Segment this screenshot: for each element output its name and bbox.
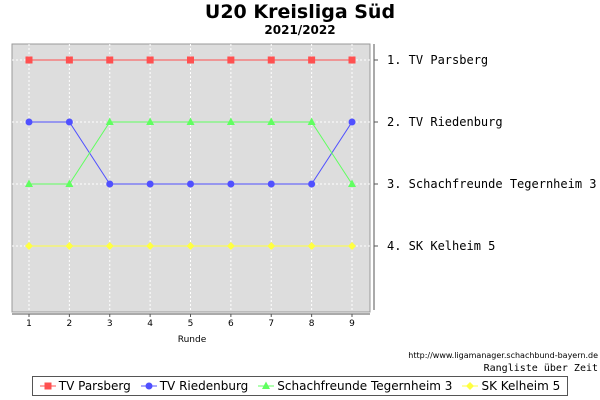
y-tick-label: 3. Schachfreunde Tegernheim 3 (387, 177, 597, 191)
data-point (308, 56, 316, 64)
data-point (146, 242, 155, 250)
data-point (65, 179, 74, 187)
data-point (25, 56, 33, 64)
data-point (25, 179, 33, 187)
data-point (348, 118, 356, 126)
data-point (106, 180, 114, 188)
data-point (65, 118, 73, 126)
y-tick-label: 4. SK Kelheim 5 (387, 239, 495, 253)
x-tick-label: 4 (147, 319, 153, 329)
legend-item: SK Kelheim 5 (462, 379, 560, 393)
data-point (307, 242, 316, 250)
data-point (307, 117, 316, 125)
data-point (65, 56, 73, 64)
data-point (187, 56, 194, 64)
legend-label: SK Kelheim 5 (481, 379, 561, 393)
data-point (348, 56, 356, 64)
data-point (105, 242, 114, 250)
data-point (348, 179, 356, 187)
legend-item: Schachfreunde Tegernheim 3 (258, 379, 452, 393)
x-tick-label: 9 (349, 319, 355, 329)
legend-item: TV Parsberg (39, 379, 131, 393)
data-point (186, 242, 195, 250)
chart-caption: Rangliste über Zeit (483, 363, 598, 374)
chart-subtitle: 2021/2022 (264, 23, 336, 37)
data-point (146, 180, 154, 188)
data-point (348, 242, 356, 250)
line-chart: 1 2 3 4 5 6 7 8 9 Runde 1. TV Parsberg 2. TV Rieden… (11, 43, 597, 345)
legend-swatch (39, 382, 56, 390)
x-tick-label: 3 (107, 319, 113, 329)
data-point (186, 117, 195, 125)
data-point (227, 180, 235, 188)
legend-label: Schachfreunde Tegernheim 3 (277, 379, 453, 393)
x-tick-label: 6 (228, 319, 234, 329)
data-point (65, 242, 74, 250)
legend-item: TV Riedenburg (140, 379, 249, 393)
legend-swatch (140, 382, 157, 390)
data-point (25, 242, 33, 250)
data-point (146, 117, 155, 125)
legend-label: TV Parsberg (58, 379, 131, 393)
legend-label: TV Riedenburg (159, 379, 249, 393)
legend: TV Parsberg TV Riedenburg Schachfreunde Te… (32, 376, 568, 396)
data-point (105, 117, 114, 125)
y-tick-label: 1. TV Parsberg (387, 53, 488, 67)
credit-url: http://www.ligamanager.schachbund-bayern… (408, 351, 598, 360)
data-point (267, 56, 275, 64)
data-point (25, 118, 33, 126)
x-tick-label: 7 (268, 319, 274, 329)
data-point (227, 56, 235, 64)
x-axis-label: Runde (178, 335, 207, 345)
x-tick-label: 8 (309, 319, 315, 329)
data-point (226, 242, 235, 250)
data-point (106, 56, 114, 64)
y-tick-label: 2. TV Riedenburg (387, 115, 503, 129)
legend-swatch (258, 381, 275, 389)
data-point (146, 56, 154, 64)
data-point (308, 180, 316, 188)
x-tick-label: 1 (26, 319, 32, 329)
data-point (267, 242, 276, 250)
x-tick-label: 5 (188, 319, 194, 329)
data-point (267, 117, 276, 125)
data-point (187, 180, 194, 188)
data-point (226, 117, 235, 125)
data-point (267, 180, 275, 188)
chart-title: U20 Kreisliga Süd (204, 1, 396, 23)
legend-swatch (462, 382, 479, 390)
x-tick-label: 2 (67, 319, 73, 329)
